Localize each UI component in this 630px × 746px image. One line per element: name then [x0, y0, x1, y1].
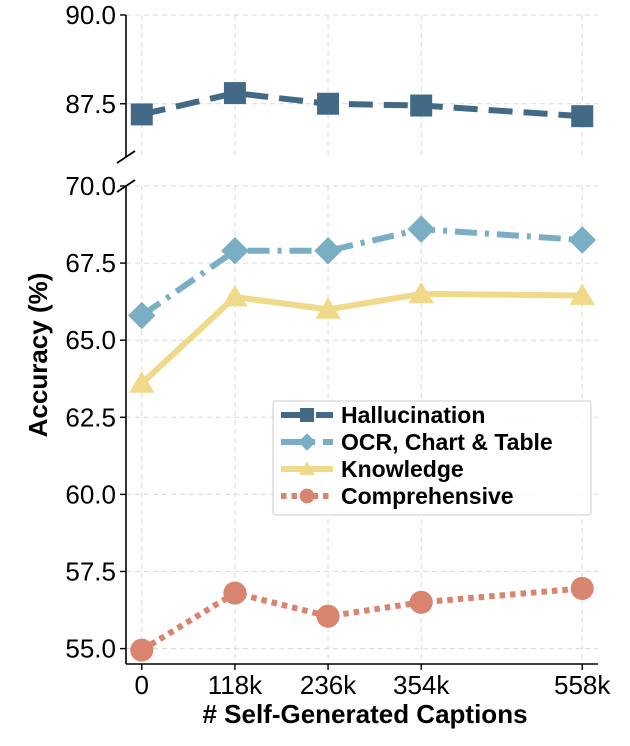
xtick-label-4: 558k — [554, 670, 611, 700]
data-point-ocr-chart-table-1 — [221, 237, 249, 265]
series-line-ocr-chart-table — [140, 226, 583, 318]
xtick-label-1: 118k — [208, 670, 263, 700]
data-point-knowledge-1 — [222, 284, 248, 307]
x-axis-title: # Self-Generated Captions — [202, 699, 527, 729]
legend-marker-hallucination — [300, 408, 314, 422]
data-point-knowledge-0 — [129, 371, 155, 393]
upper-ytick-label: 90.0 — [65, 0, 116, 30]
legend-marker-comprehensive — [299, 488, 315, 504]
lower-ytick-label: 70.0 — [65, 171, 116, 201]
legend-label-comprehensive: Comprehensive — [341, 483, 514, 509]
lower-ytick-label: 60.0 — [65, 479, 116, 509]
series-line-hallucination — [141, 90, 583, 120]
lower-ytick-label: 55.0 — [65, 634, 116, 664]
legend-marker-knowledge — [298, 461, 316, 475]
axis-break-mark-lower — [116, 179, 136, 193]
data-point-hallucination-1 — [223, 82, 246, 105]
data-point-ocr-chart-table-3 — [407, 215, 435, 243]
legend-box — [272, 400, 592, 516]
data-point-comprehensive-1 — [223, 581, 247, 605]
data-point-knowledge-3 — [408, 281, 434, 304]
y-axis-title: Accuracy (%) — [23, 273, 53, 438]
data-point-knowledge-2 — [315, 297, 341, 319]
xtick-label-2: 236k — [300, 670, 357, 700]
data-point-knowledge-4 — [569, 283, 595, 305]
series-line-comprehensive — [140, 585, 583, 653]
lower-ytick-label: 65.0 — [65, 325, 116, 355]
upper-ytick-label: 87.5 — [65, 89, 116, 119]
xtick-label-3: 354k — [393, 670, 450, 700]
lower-ytick-label: 67.5 — [65, 248, 116, 278]
data-point-hallucination-3 — [410, 94, 433, 117]
data-point-hallucination-0 — [130, 103, 153, 126]
lower-ytick-label: 57.5 — [65, 556, 116, 586]
data-point-ocr-chart-table-2 — [314, 237, 342, 265]
legend-label-ocr-chart-table: OCR, Chart & Table — [341, 429, 553, 455]
legend-label-knowledge: Knowledge — [341, 456, 464, 482]
xtick-label-0: 0 — [135, 670, 149, 700]
upper-panel: 87.5 90.0 — [65, 0, 598, 164]
x-axis-ticks: 0 118k 236k 354k 558k — [135, 664, 611, 700]
axis-break-mark-upper — [116, 150, 136, 164]
data-point-comprehensive-0 — [130, 638, 154, 662]
data-point-comprehensive-2 — [316, 604, 340, 628]
lower-ytick-label: 62.5 — [65, 402, 116, 432]
data-point-comprehensive-4 — [570, 576, 594, 600]
data-point-hallucination-2 — [317, 92, 340, 115]
data-point-hallucination-4 — [571, 105, 594, 128]
data-point-ocr-chart-table-0 — [128, 301, 156, 330]
data-point-comprehensive-3 — [409, 590, 433, 614]
legend-label-hallucination: Hallucination — [341, 402, 485, 428]
legend-marker-ocr-chart-table — [298, 433, 316, 451]
data-point-ocr-chart-table-4 — [568, 226, 596, 254]
series-line-knowledge — [139, 290, 583, 386]
